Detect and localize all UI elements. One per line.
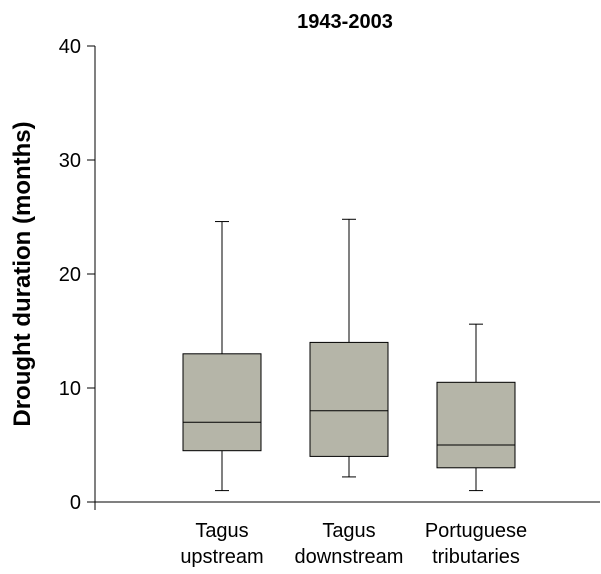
y-tick-label: 30 (59, 150, 81, 172)
y-tick-label: 10 (59, 378, 81, 400)
x-tick-label-line: downstream (295, 546, 404, 568)
x-tick-label-line: Tagus (195, 520, 248, 542)
y-tick-label: 40 (59, 36, 81, 58)
chart-title: 1943-2003 (297, 11, 393, 33)
x-tick-label: Tagus downstream (295, 520, 404, 568)
x-tick-label-line: Portuguese (425, 520, 527, 542)
x-tick-label-line: Tagus (322, 520, 375, 542)
y-tick-label: 0 (70, 492, 81, 514)
x-tick-label: Tagus upstream (180, 520, 263, 568)
x-tick-label-line: upstream (180, 546, 263, 568)
box (182, 353, 262, 452)
y-axis-label: Drought duration (months) (9, 121, 36, 426)
box (309, 341, 389, 457)
box (436, 381, 516, 469)
x-tick-label: Portuguese tributaries (425, 520, 527, 568)
y-tick-label: 20 (59, 264, 81, 286)
x-tick-label-line: tributaries (432, 546, 520, 568)
